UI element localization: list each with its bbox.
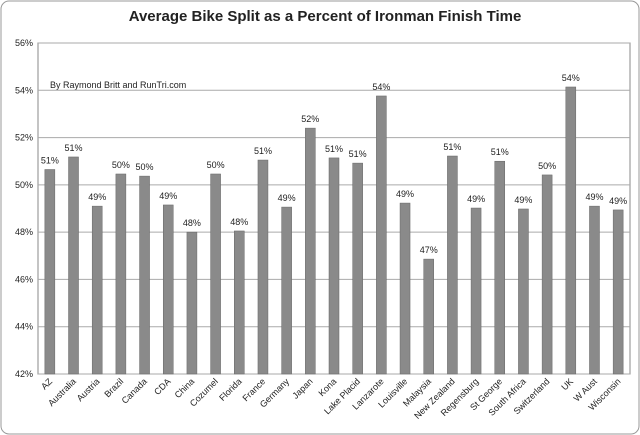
bar bbox=[139, 175, 150, 375]
bar bbox=[328, 157, 340, 375]
value-label: 49% bbox=[88, 192, 106, 202]
value-label: 51% bbox=[349, 149, 367, 159]
value-label: 48% bbox=[183, 218, 201, 228]
bar bbox=[541, 174, 553, 375]
bar bbox=[257, 159, 269, 375]
bar bbox=[44, 169, 56, 375]
value-label: 50% bbox=[207, 160, 225, 170]
bar bbox=[423, 258, 434, 375]
bar bbox=[518, 208, 529, 375]
value-label: 49% bbox=[396, 189, 414, 199]
y-tick-label: 44% bbox=[15, 322, 33, 332]
value-label: 51% bbox=[491, 147, 509, 157]
bar bbox=[399, 202, 411, 375]
value-label: 48% bbox=[230, 217, 248, 227]
value-label: 51% bbox=[325, 144, 343, 154]
y-tick-label: 46% bbox=[15, 274, 33, 284]
bar bbox=[162, 204, 174, 375]
bar bbox=[68, 156, 79, 375]
bar bbox=[115, 173, 127, 375]
value-label: 50% bbox=[538, 161, 556, 171]
y-tick-label: 42% bbox=[15, 369, 33, 379]
value-label: 51% bbox=[254, 146, 272, 156]
value-label: 52% bbox=[301, 114, 319, 124]
value-label: 49% bbox=[159, 191, 177, 201]
bar bbox=[612, 209, 624, 375]
y-tick-label: 50% bbox=[15, 180, 33, 190]
bar bbox=[352, 162, 363, 375]
bar bbox=[494, 160, 506, 375]
bar bbox=[281, 206, 292, 375]
annotation: By Raymond Britt and RunTri.com bbox=[50, 80, 186, 90]
y-tick-label: 54% bbox=[15, 85, 33, 95]
bar bbox=[305, 127, 316, 375]
value-label: 49% bbox=[609, 196, 627, 206]
bar bbox=[589, 205, 600, 375]
bar bbox=[234, 230, 245, 375]
bar bbox=[565, 86, 577, 375]
value-label: 49% bbox=[585, 192, 603, 202]
value-label: 54% bbox=[372, 82, 390, 92]
value-label: 50% bbox=[136, 162, 154, 172]
bar bbox=[186, 231, 198, 375]
bar bbox=[91, 205, 103, 375]
value-label: 49% bbox=[278, 193, 296, 203]
value-label: 51% bbox=[65, 143, 83, 153]
value-label: 49% bbox=[467, 194, 485, 204]
y-tick-label: 48% bbox=[15, 227, 33, 237]
y-tick-label: 56% bbox=[15, 38, 33, 48]
value-label: 54% bbox=[562, 73, 580, 83]
bar bbox=[470, 207, 482, 375]
value-label: 51% bbox=[443, 142, 461, 152]
y-tick-label: 52% bbox=[15, 133, 33, 143]
bar bbox=[376, 95, 387, 375]
bar bbox=[210, 173, 221, 375]
value-label: 49% bbox=[514, 195, 532, 205]
value-label: 47% bbox=[420, 245, 438, 255]
chart-title: Average Bike Split as a Percent of Ironm… bbox=[129, 8, 522, 25]
value-label: 51% bbox=[41, 155, 59, 165]
bar bbox=[447, 155, 458, 375]
value-label: 50% bbox=[112, 160, 130, 170]
